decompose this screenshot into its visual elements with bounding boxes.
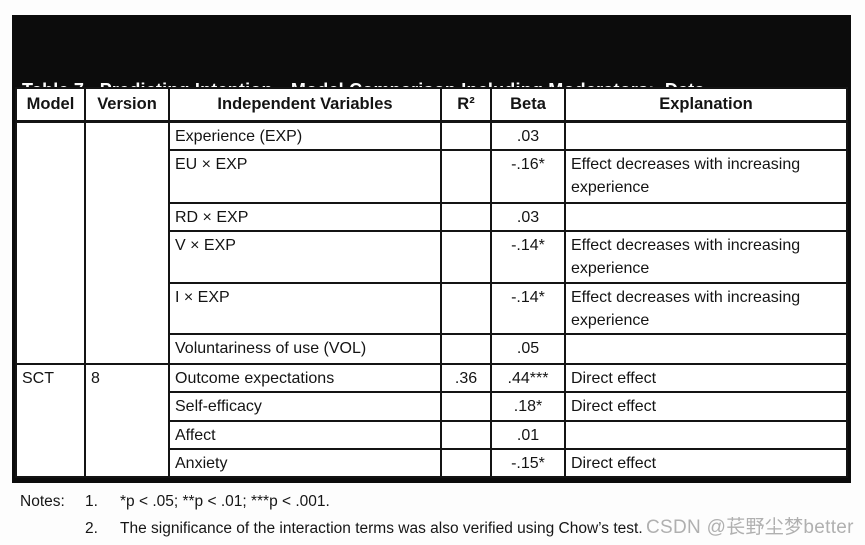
cell-beta: .44*** xyxy=(490,363,566,393)
table-row: RD × EXP .03 xyxy=(16,202,848,232)
cell-iv: I × EXP xyxy=(168,282,442,335)
col-header-model: Model xyxy=(15,87,86,123)
cell-r2 xyxy=(440,448,492,478)
table-row: Self-efficacy .18* Direct effect xyxy=(16,391,848,422)
csdn-watermark: CSDN @苌野尘梦better xyxy=(646,517,854,538)
cell-explanation: Effect decreases with increasing experie… xyxy=(564,230,848,284)
cell-beta: .03 xyxy=(490,202,566,232)
cell-model xyxy=(15,120,86,365)
note-text: The significance of the interaction term… xyxy=(120,519,643,537)
cell-beta: .18* xyxy=(490,391,566,422)
cell-r2 xyxy=(440,391,492,422)
cell-beta: -.14* xyxy=(490,282,566,335)
cell-version: 8 xyxy=(84,363,170,478)
cell-explanation: Direct effect xyxy=(564,448,848,478)
table-title: Table 7. Predicting Intention—Model Comp… xyxy=(15,18,848,87)
table7-container: Table 7. Predicting Intention—Model Comp… xyxy=(12,15,851,483)
cell-beta: .01 xyxy=(490,420,566,450)
comparison-table: Model Version Independent Variables R² B… xyxy=(15,87,848,478)
table-row: EU × EXP -.16* Effect decreases with inc… xyxy=(16,149,848,204)
table-row: V × EXP -.14* Effect decreases with incr… xyxy=(16,230,848,284)
table-row: Affect .01 xyxy=(16,420,848,450)
cell-explanation: Effect decreases with increasing experie… xyxy=(564,149,848,204)
cell-explanation xyxy=(564,420,848,450)
cell-iv: V × EXP xyxy=(168,230,442,284)
cell-beta: -.15* xyxy=(490,448,566,478)
cell-version xyxy=(84,120,170,365)
cell-beta: .05 xyxy=(490,333,566,365)
table-row: I × EXP -.14* Effect decreases with incr… xyxy=(16,282,848,335)
note-number: 2. xyxy=(85,519,98,537)
cell-explanation xyxy=(564,202,848,232)
cell-explanation xyxy=(564,333,848,365)
table-row: Anxiety -.15* Direct effect xyxy=(16,448,848,478)
cell-beta: -.16* xyxy=(490,149,566,204)
col-header-r2: R² xyxy=(440,87,492,123)
note-line-2: 2. The significance of the interaction t… xyxy=(20,516,643,543)
cell-r2 xyxy=(440,120,492,151)
note-line-1: Notes: 1. *p < .05; **p < .01; ***p < .0… xyxy=(20,489,643,516)
cell-model: SCT xyxy=(15,363,86,478)
cell-iv: RD × EXP xyxy=(168,202,442,232)
cell-iv: Anxiety xyxy=(168,448,442,478)
table-row: Experience (EXP) .03 xyxy=(15,120,848,365)
notes-label: Notes: xyxy=(20,493,65,510)
col-header-version: Version xyxy=(84,87,170,123)
cell-iv: Affect xyxy=(168,420,442,450)
note-number: 1. xyxy=(85,493,98,510)
cell-r2: .36 xyxy=(440,363,492,393)
cell-r2 xyxy=(440,333,492,365)
cell-explanation: Effect decreases with increasing experie… xyxy=(564,282,848,335)
table-row: Voluntariness of use (VOL) .05 xyxy=(16,333,848,365)
col-header-beta: Beta xyxy=(490,87,566,123)
cell-r2 xyxy=(440,149,492,204)
header-row: Model Version Independent Variables R² B… xyxy=(15,87,848,123)
cell-iv: EU × EXP xyxy=(168,149,442,204)
cell-r2 xyxy=(440,202,492,232)
cell-explanation xyxy=(564,120,848,151)
note-text: *p < .05; **p < .01; ***p < .001. xyxy=(120,493,330,510)
cell-iv: Experience (EXP) xyxy=(168,120,442,151)
cell-iv: Self-efficacy xyxy=(168,391,442,422)
cell-iv: Outcome expectations xyxy=(168,363,442,393)
cell-explanation: Direct effect xyxy=(564,391,848,422)
col-header-iv: Independent Variables xyxy=(168,87,442,123)
notes-label-spacer xyxy=(20,516,85,543)
cell-beta: -.14* xyxy=(490,230,566,284)
cell-beta: .03 xyxy=(490,120,566,151)
cell-iv: Voluntariness of use (VOL) xyxy=(168,333,442,365)
table-title-line1: Table 7. Predicting Intention—Model Comp… xyxy=(22,78,838,87)
cell-r2 xyxy=(440,282,492,335)
table-row: SCT 8 Outcome expectations .36 .44*** Di… xyxy=(15,363,848,478)
cell-r2 xyxy=(440,420,492,450)
table-notes: Notes: 1. *p < .05; **p < .01; ***p < .0… xyxy=(20,489,643,542)
cell-explanation: Direct effect xyxy=(564,363,848,393)
col-header-explanation: Explanation xyxy=(564,87,848,123)
cell-r2 xyxy=(440,230,492,284)
